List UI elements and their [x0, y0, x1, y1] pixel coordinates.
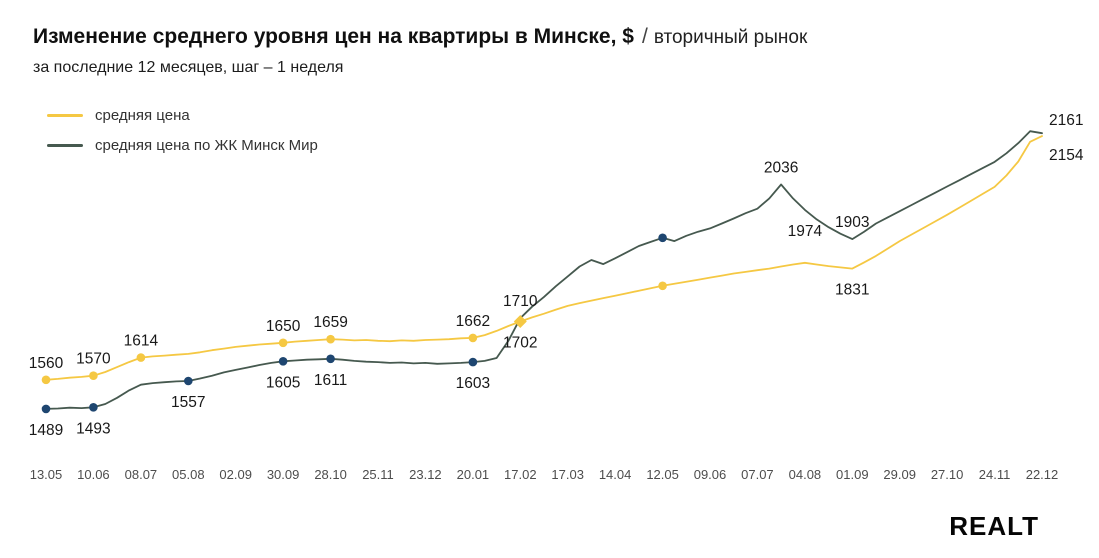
x-tick-label: 02.09: [219, 467, 252, 482]
x-tick-label: 25.11: [362, 467, 394, 482]
avg-price-point-label: 1662: [456, 313, 490, 330]
x-tick-label: 13.05: [30, 467, 63, 482]
minsk-mir-line: [45, 130, 1043, 411]
x-tick-label: 22.12: [1026, 467, 1059, 482]
x-tick-label: 10.06: [77, 467, 110, 482]
avg-price-marker: [136, 353, 146, 363]
x-tick-label: 28.10: [314, 467, 347, 482]
minsk-mir-marker: [326, 354, 335, 364]
chart-header: Изменение среднего уровня цен на квартир…: [0, 0, 1099, 77]
minsk-mir-point-label: 1557: [171, 394, 205, 411]
x-tick-label: 30.09: [267, 467, 300, 482]
x-tick-label: 09.06: [694, 467, 727, 482]
x-tick-label: 04.08: [789, 467, 822, 482]
page-title-main: Изменение среднего уровня цен на квартир…: [33, 25, 634, 48]
legend-item-minsk-mir: средняя цена по ЖК Минск Мир: [47, 137, 318, 154]
x-tick-label: 24.11: [979, 467, 1011, 482]
realt-logo: REALT: [949, 511, 1039, 541]
minsk-mir-point-label: 2161: [1049, 112, 1083, 129]
x-tick-label: 12.05: [646, 467, 679, 482]
legend-item-avg-price: средняя цена: [47, 107, 318, 124]
avg-price-diamond-marker: [513, 315, 527, 329]
x-tick-label: 17.03: [551, 467, 584, 482]
avg-price-marker: [89, 371, 98, 381]
x-tick-label: 08.07: [125, 467, 158, 482]
avg-price-marker: [326, 335, 335, 344]
legend-label-minsk-mir: средняя цена по ЖК Минск Мир: [95, 137, 318, 155]
minsk-mir-marker: [278, 357, 288, 366]
x-tick-label: 23.12: [409, 467, 442, 482]
avg-price-point-label: 1614: [124, 333, 159, 350]
legend-label-avg-price: средняя цена: [95, 107, 190, 125]
minsk-mir-point-label: 1493: [76, 421, 110, 438]
avg-price-marker: [468, 333, 478, 343]
page-title: Изменение среднего уровня цен на квартир…: [33, 24, 1099, 50]
page-subtitle: за последние 12 месяцев, шаг – 1 неделя: [33, 59, 344, 77]
minsk-mir-marker: [468, 358, 478, 367]
minsk-mir-point-label: 1489: [29, 422, 63, 439]
x-tick-label: 29.09: [883, 467, 916, 482]
minsk-mir-point-label: 2036: [764, 160, 798, 177]
avg-price-point-label: 1702: [503, 335, 537, 352]
x-tick-label: 07.07: [741, 467, 774, 482]
x-tick-label: 17.02: [504, 467, 537, 482]
x-tick-label: 01.09: [836, 467, 869, 482]
minsk-mir-point-label: 1605: [266, 375, 300, 392]
avg-price-marker: [41, 375, 51, 385]
legend-swatch-minsk-mir: [47, 144, 83, 148]
avg-price-point-label: 1650: [266, 318, 301, 335]
minsk-mir-marker: [89, 403, 98, 412]
chart-area: средняя цена средняя цена по ЖК Минск Мир…: [0, 91, 1099, 511]
avg-price-point-label: 1659: [313, 314, 347, 331]
avg-price-marker: [278, 338, 288, 348]
avg-price-marker: [658, 281, 667, 291]
minsk-mir-point-label: 1903: [835, 214, 869, 231]
avg-price-point-label: 1831: [835, 282, 869, 299]
x-tick-label: 27.10: [931, 467, 964, 482]
avg-price-line: [45, 135, 1043, 381]
minsk-mir-point-label: 1603: [456, 375, 490, 392]
minsk-mir-point-label: 1710: [503, 293, 538, 310]
minsk-mir-marker: [184, 376, 193, 386]
x-tick-label: 14.04: [599, 467, 632, 482]
minsk-mir-point-label: 1974: [788, 223, 823, 240]
legend-swatch-avg-price: [47, 114, 83, 118]
chart-legend: средняя цена средняя цена по ЖК Минск Мир: [47, 107, 318, 167]
avg-price-point-label: 1570: [76, 351, 111, 368]
x-tick-label: 05.08: [172, 467, 205, 482]
price-line-chart: 13.05 10.06 08.07 05.08 02.09 30.09 28.10 25.11…: [29, 112, 1084, 482]
minsk-mir-marker: [658, 233, 667, 243]
minsk-mir-marker: [41, 404, 51, 414]
page-title-suffix: вторичный рынок: [653, 27, 808, 48]
avg-price-point-label: 2154: [1049, 147, 1084, 164]
avg-price-point-label: 1560: [29, 355, 64, 372]
minsk-mir-point-label: 1611: [314, 372, 347, 389]
page-title-separator: /: [641, 25, 648, 48]
x-tick-label: 20.01: [457, 467, 490, 482]
